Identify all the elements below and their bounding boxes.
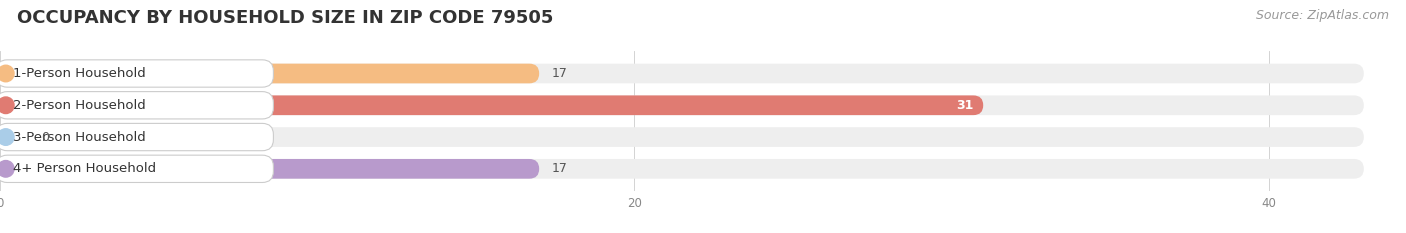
- Circle shape: [0, 65, 14, 82]
- FancyBboxPatch shape: [0, 127, 1364, 147]
- Text: 3-Person Household: 3-Person Household: [13, 130, 146, 144]
- FancyBboxPatch shape: [0, 64, 538, 83]
- FancyBboxPatch shape: [0, 159, 1364, 179]
- FancyBboxPatch shape: [0, 159, 538, 179]
- Text: 0: 0: [41, 130, 49, 144]
- Text: OCCUPANCY BY HOUSEHOLD SIZE IN ZIP CODE 79505: OCCUPANCY BY HOUSEHOLD SIZE IN ZIP CODE …: [17, 9, 553, 27]
- Text: 4+ Person Household: 4+ Person Household: [13, 162, 156, 175]
- Circle shape: [0, 161, 14, 177]
- Text: 17: 17: [553, 67, 568, 80]
- Text: 1-Person Household: 1-Person Household: [13, 67, 146, 80]
- FancyBboxPatch shape: [0, 96, 983, 115]
- FancyBboxPatch shape: [0, 123, 273, 151]
- Text: Source: ZipAtlas.com: Source: ZipAtlas.com: [1256, 9, 1389, 22]
- FancyBboxPatch shape: [0, 155, 273, 182]
- FancyBboxPatch shape: [0, 64, 1364, 83]
- FancyBboxPatch shape: [0, 92, 273, 119]
- Text: 2-Person Household: 2-Person Household: [13, 99, 146, 112]
- FancyBboxPatch shape: [0, 127, 28, 147]
- Circle shape: [0, 97, 14, 113]
- FancyBboxPatch shape: [0, 60, 273, 87]
- Circle shape: [0, 129, 14, 145]
- Text: 17: 17: [553, 162, 568, 175]
- FancyBboxPatch shape: [0, 96, 1364, 115]
- Text: 31: 31: [956, 99, 974, 112]
